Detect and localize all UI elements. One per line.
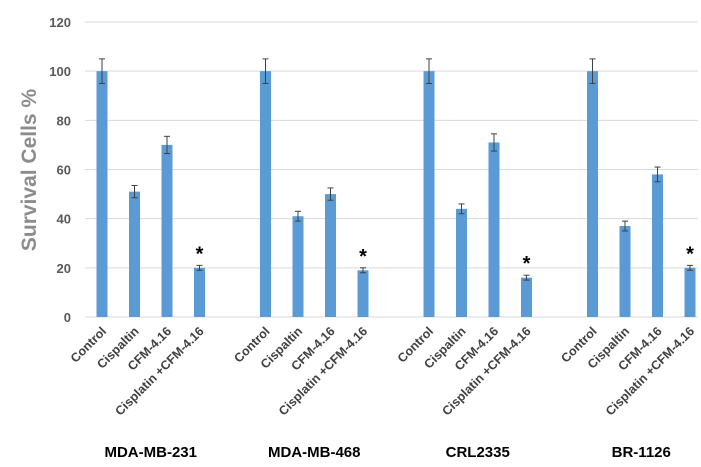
bar-1-1 bbox=[292, 216, 304, 317]
group-label-3: BR-1126 bbox=[612, 444, 671, 461]
y-tick-label-0: 0 bbox=[64, 310, 71, 325]
group-labels: MDA-MB-231 MDA-MB-468 CRL2335 BR-1126 bbox=[104, 444, 670, 461]
y-tick-label-120: 120 bbox=[49, 15, 71, 30]
y-tick-label-80: 80 bbox=[57, 113, 71, 128]
y-axis-label: Survival Cells % bbox=[18, 89, 41, 252]
bar-3-0 bbox=[587, 71, 598, 318]
bars: * * * * bbox=[96, 58, 696, 318]
group-label-1: MDA-MB-468 bbox=[268, 444, 361, 461]
group-label-2: CRL2335 bbox=[446, 444, 510, 461]
group-label-0: MDA-MB-231 bbox=[104, 444, 197, 461]
y-axis-ticks: 0 20 40 60 80 100 120 bbox=[49, 15, 71, 325]
bar-1-3 bbox=[357, 270, 369, 317]
y-tick-label-20: 20 bbox=[57, 261, 71, 276]
bar-1-2 bbox=[325, 194, 336, 317]
bar-0-2 bbox=[161, 144, 173, 317]
bar-2-1 bbox=[456, 208, 467, 317]
bar-3-1 bbox=[619, 226, 631, 317]
bar-0-0 bbox=[96, 71, 108, 318]
significance-star-2: * bbox=[523, 253, 531, 275]
bar-0-1 bbox=[129, 191, 140, 317]
significance-star-1: * bbox=[359, 246, 367, 268]
significance-star-3: * bbox=[686, 243, 694, 265]
bar-0-3 bbox=[194, 267, 205, 317]
bar-2-0 bbox=[423, 71, 435, 318]
y-tick-label-100: 100 bbox=[49, 64, 71, 79]
bar-2-2 bbox=[488, 142, 500, 317]
y-tick-label-40: 40 bbox=[57, 212, 71, 227]
bar-3-3 bbox=[684, 267, 696, 317]
bar-3-2 bbox=[652, 174, 663, 317]
y-tick-label-60: 60 bbox=[57, 163, 71, 178]
bar-1-0 bbox=[260, 71, 271, 318]
gridlines bbox=[85, 21, 698, 318]
significance-star-0: * bbox=[196, 243, 204, 265]
bar-2-3 bbox=[521, 277, 532, 317]
